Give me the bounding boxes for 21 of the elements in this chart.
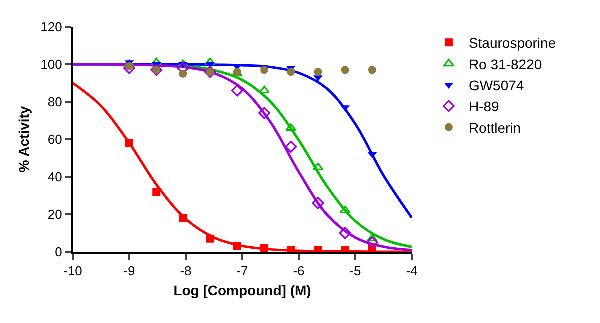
y-tick-label: 120 xyxy=(40,20,62,35)
y-tick-label: 60 xyxy=(48,132,62,148)
y-tick-label: 40 xyxy=(48,170,62,185)
x-tick-label: -8 xyxy=(180,264,192,279)
x-tick-label: -6 xyxy=(293,264,305,279)
y-tick-label: 0 xyxy=(55,244,62,260)
y-tick-label: 20 xyxy=(48,207,62,222)
x-tick-label: -4 xyxy=(406,264,418,279)
x-tick-label: -10 xyxy=(64,264,82,279)
legend-label: Ro 31-8220 xyxy=(468,56,542,72)
x-tick-label: -7 xyxy=(236,264,248,279)
legend-label: Staurosporine xyxy=(468,35,556,52)
legend-label: GW5074 xyxy=(468,77,524,94)
y-axis-title: % Activity xyxy=(16,106,32,173)
y-tick-label: 100 xyxy=(40,57,62,72)
legend-label: H-89 xyxy=(468,98,500,115)
y-tick-label: 80 xyxy=(48,94,62,110)
x-axis-title: Log [Compound] (M) xyxy=(174,282,312,298)
x-tick-label: -5 xyxy=(350,264,362,279)
x-tick-label: -9 xyxy=(124,264,136,279)
legend-label: Rottlerin xyxy=(468,120,522,136)
